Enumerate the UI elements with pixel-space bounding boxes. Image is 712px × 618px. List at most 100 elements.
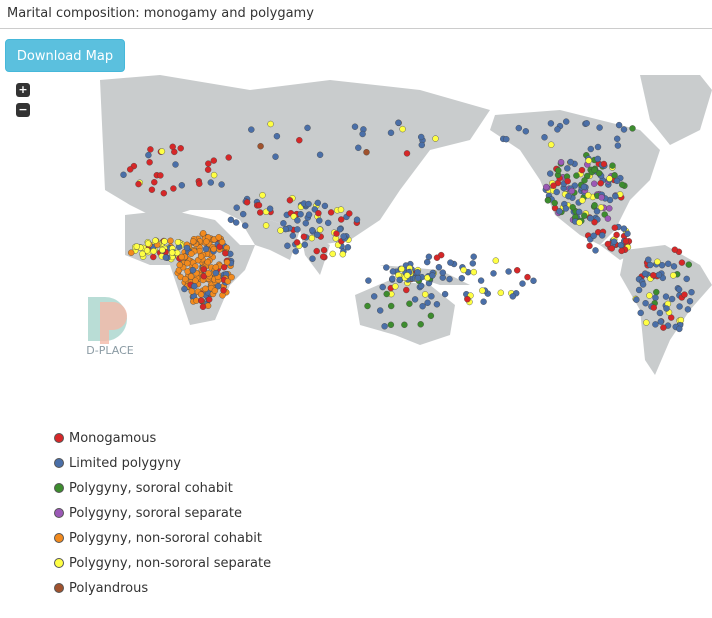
society-marker[interactable] xyxy=(178,182,186,189)
society-marker[interactable] xyxy=(188,288,196,295)
society-marker[interactable] xyxy=(599,232,606,239)
society-marker[interactable] xyxy=(233,204,240,211)
society-marker[interactable] xyxy=(547,170,554,177)
society-marker[interactable] xyxy=(587,215,594,222)
society-marker[interactable] xyxy=(184,268,191,275)
society-marker[interactable] xyxy=(168,249,176,256)
society-marker[interactable] xyxy=(477,277,485,284)
society-marker[interactable] xyxy=(497,289,504,297)
society-marker[interactable] xyxy=(232,219,240,226)
society-marker[interactable] xyxy=(604,240,612,248)
society-marker[interactable] xyxy=(610,238,618,245)
society-marker[interactable] xyxy=(401,321,408,329)
society-marker[interactable] xyxy=(172,161,179,168)
society-marker[interactable] xyxy=(522,128,529,135)
society-marker[interactable] xyxy=(585,157,592,164)
society-marker[interactable] xyxy=(530,277,537,285)
society-marker[interactable] xyxy=(524,273,531,281)
society-marker[interactable] xyxy=(564,165,571,172)
society-marker[interactable] xyxy=(316,226,324,233)
society-marker[interactable] xyxy=(181,285,188,293)
society-marker[interactable] xyxy=(204,258,211,266)
society-marker[interactable] xyxy=(337,206,345,213)
download-button[interactable]: Download Map xyxy=(5,39,125,72)
society-marker[interactable] xyxy=(406,300,413,307)
society-marker[interactable] xyxy=(550,182,557,189)
society-marker[interactable] xyxy=(272,153,279,160)
society-marker[interactable] xyxy=(658,261,666,269)
society-marker[interactable] xyxy=(210,157,218,164)
society-marker[interactable] xyxy=(148,186,156,193)
society-marker[interactable] xyxy=(596,124,603,131)
society-marker[interactable] xyxy=(218,238,226,246)
society-marker[interactable] xyxy=(381,323,388,330)
society-marker[interactable] xyxy=(554,126,561,133)
society-marker[interactable] xyxy=(389,268,397,275)
society-marker[interactable] xyxy=(143,247,151,254)
society-marker[interactable] xyxy=(429,272,436,279)
society-marker[interactable] xyxy=(266,205,274,212)
society-marker[interactable] xyxy=(581,177,588,184)
society-marker[interactable] xyxy=(469,260,476,267)
society-marker[interactable] xyxy=(184,259,191,267)
society-marker[interactable] xyxy=(671,246,678,253)
society-marker[interactable] xyxy=(428,293,435,300)
society-marker[interactable] xyxy=(556,208,563,215)
society-marker[interactable] xyxy=(167,237,174,245)
society-marker[interactable] xyxy=(479,287,486,294)
society-marker[interactable] xyxy=(305,200,312,208)
society-marker[interactable] xyxy=(280,220,287,227)
society-marker[interactable] xyxy=(212,264,220,271)
society-marker[interactable] xyxy=(612,192,619,200)
society-marker[interactable] xyxy=(178,253,185,261)
society-marker[interactable] xyxy=(614,135,621,143)
society-marker[interactable] xyxy=(657,318,664,325)
society-marker[interactable] xyxy=(541,134,548,141)
society-marker[interactable] xyxy=(515,124,522,132)
society-marker[interactable] xyxy=(613,231,620,239)
society-marker[interactable] xyxy=(133,243,141,250)
society-marker[interactable] xyxy=(259,191,266,199)
society-marker[interactable] xyxy=(639,281,647,288)
society-marker[interactable] xyxy=(676,303,683,310)
society-marker[interactable] xyxy=(419,302,426,310)
society-marker[interactable] xyxy=(205,160,212,167)
society-marker[interactable] xyxy=(388,302,395,310)
society-marker[interactable] xyxy=(564,177,571,185)
society-marker[interactable] xyxy=(576,208,583,216)
society-marker[interactable] xyxy=(403,150,411,157)
society-marker[interactable] xyxy=(161,238,168,245)
society-marker[interactable] xyxy=(573,172,580,179)
society-marker[interactable] xyxy=(652,321,659,328)
society-marker[interactable] xyxy=(579,197,586,204)
society-marker[interactable] xyxy=(344,244,352,251)
society-marker[interactable] xyxy=(547,120,555,127)
society-marker[interactable] xyxy=(207,179,215,186)
society-marker[interactable] xyxy=(199,303,207,311)
society-marker[interactable] xyxy=(553,188,560,196)
society-marker[interactable] xyxy=(220,263,228,271)
society-marker[interactable] xyxy=(600,160,608,168)
society-marker[interactable] xyxy=(353,216,361,223)
society-marker[interactable] xyxy=(591,180,598,187)
society-marker[interactable] xyxy=(642,299,649,307)
society-marker[interactable] xyxy=(392,283,399,290)
society-marker[interactable] xyxy=(302,219,309,227)
society-marker[interactable] xyxy=(150,247,157,255)
society-marker[interactable] xyxy=(646,292,653,299)
society-marker[interactable] xyxy=(296,136,303,144)
society-marker[interactable] xyxy=(509,293,516,300)
society-marker[interactable] xyxy=(633,296,640,303)
society-marker[interactable] xyxy=(399,125,406,133)
society-marker[interactable] xyxy=(224,278,232,285)
society-marker[interactable] xyxy=(403,286,410,294)
society-marker[interactable] xyxy=(383,290,390,298)
society-marker[interactable] xyxy=(585,192,592,199)
society-marker[interactable] xyxy=(202,245,210,253)
society-marker[interactable] xyxy=(308,234,315,242)
society-marker[interactable] xyxy=(205,270,212,277)
society-marker[interactable] xyxy=(432,135,439,142)
society-marker[interactable] xyxy=(314,231,321,239)
society-marker[interactable] xyxy=(676,325,683,333)
society-marker[interactable] xyxy=(174,238,182,246)
